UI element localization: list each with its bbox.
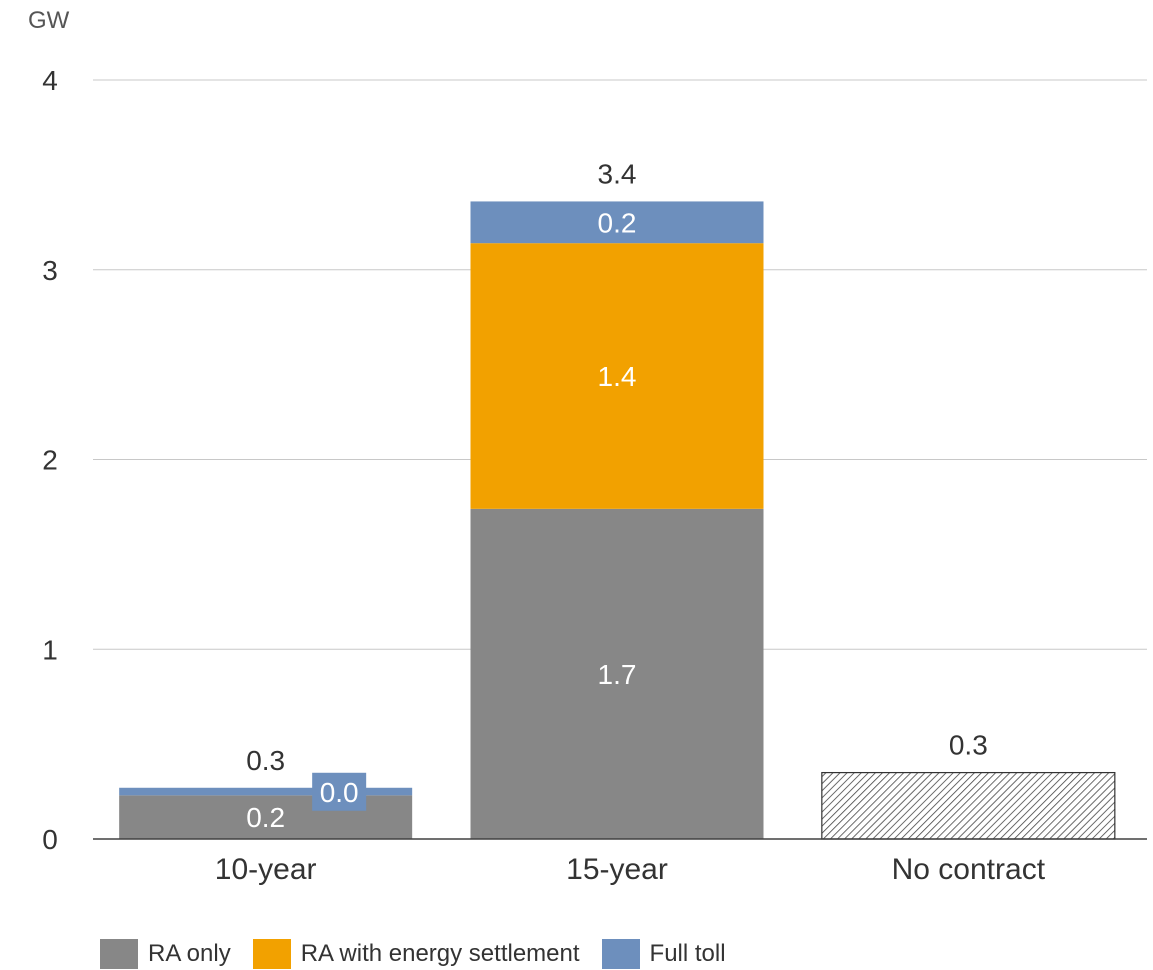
- x-tick-label: 10-year: [215, 853, 317, 886]
- segment-labels: 0.2 0.0 1.7 1.4 0.2: [246, 207, 636, 833]
- y-tick-label: 4: [42, 65, 58, 96]
- y-tick-label: 0: [42, 824, 58, 855]
- x-tick-label: 15-year: [566, 853, 668, 886]
- total-label: 3.4: [598, 158, 637, 189]
- y-tick-label: 2: [42, 445, 58, 476]
- bar-segment: [821, 771, 1116, 840]
- legend: RA only RA with energy settlement Full tol…: [100, 938, 748, 970]
- y-axis-ticks: 0 1 2 3 4: [42, 65, 58, 855]
- legend-label: Full toll: [649, 940, 726, 967]
- data-label: 0.2: [246, 802, 285, 833]
- data-label: 1.4: [598, 361, 637, 392]
- data-label: 0.0: [320, 777, 359, 808]
- legend-item: Full toll: [601, 939, 726, 969]
- bar-segment: [119, 787, 413, 796]
- bars: [119, 201, 1116, 840]
- legend-item: RA only: [100, 939, 231, 969]
- bar-segment: [470, 243, 764, 509]
- x-tick-label: No contract: [892, 853, 1046, 886]
- legend-item: RA with energy settlement: [252, 939, 580, 969]
- bar-segment: [470, 508, 764, 839]
- data-label: 1.7: [598, 659, 637, 690]
- legend-label: RA only: [148, 940, 231, 967]
- legend-label: RA with energy settlement: [300, 940, 580, 967]
- chart: GW 0 1 2 3 4 0.2 0.0 1.7 1.4 0.2 0.3 3.4 0.3 10-ye…: [28, 7, 1147, 886]
- x-axis-labels: 10-year 15-year No contract: [215, 853, 1046, 886]
- y-tick-label: 1: [42, 634, 58, 665]
- y-tick-label: 3: [42, 255, 58, 286]
- data-label-box: [312, 772, 367, 811]
- total-label: 0.3: [949, 730, 988, 761]
- legend-swatch: [100, 939, 138, 969]
- total-label: 0.3: [246, 745, 285, 776]
- data-label: 0.2: [598, 207, 637, 238]
- legend-swatch: [601, 939, 640, 969]
- y-axis-unit-label: GW: [28, 7, 70, 34]
- total-labels: 0.3 3.4 0.3: [246, 158, 988, 775]
- legend-swatch: [252, 939, 291, 969]
- bar-segment: [470, 201, 764, 244]
